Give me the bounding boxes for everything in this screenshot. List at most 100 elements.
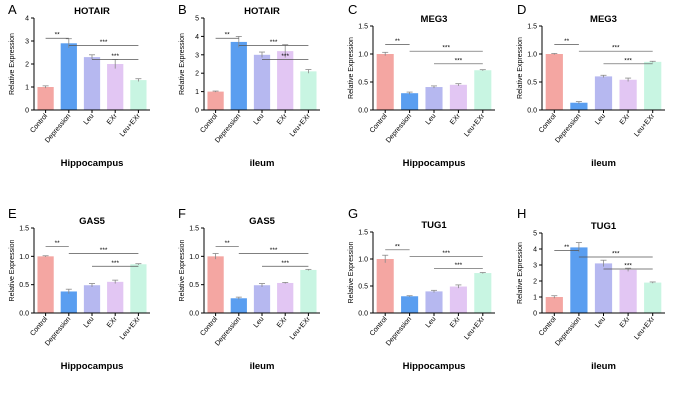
panel-g-sig-label-2: *** bbox=[455, 262, 463, 269]
panel-e-sig-label-0: ** bbox=[55, 240, 61, 247]
panel-d-bar-2 bbox=[594, 76, 613, 110]
panel-d-sig-label-2: *** bbox=[624, 57, 632, 64]
panel-b-sig-label-0: ** bbox=[225, 32, 231, 39]
panel-c-xtick-label-4: Leu+EXr bbox=[463, 112, 486, 138]
panel-e-xlabel: Hippocampus bbox=[61, 361, 124, 372]
panel-e-title: GAS5 bbox=[79, 216, 106, 227]
panel-a-ytick-label-4: 4 bbox=[25, 16, 29, 23]
panel-c-xlabel: Hippocampus bbox=[403, 158, 466, 169]
panel-f-ytick-label-1: 0.5 bbox=[189, 282, 199, 289]
panel-f-bar-1 bbox=[230, 298, 247, 313]
panel-g-title: TUG1 bbox=[421, 220, 447, 231]
panel-b-bar-0 bbox=[207, 91, 224, 110]
panel-f-ylabel: Relative Expression bbox=[179, 239, 186, 301]
panel-a-letter: A bbox=[8, 2, 17, 17]
panel-f-xlabel: ileum bbox=[250, 361, 275, 372]
panel-g-bar-4 bbox=[474, 273, 492, 313]
panel-g-ytick-label-2: 1.0 bbox=[358, 257, 368, 264]
panel-e-bar-4 bbox=[130, 264, 147, 313]
panel-h-title: TUG1 bbox=[591, 221, 617, 232]
panel-g-xtick-label-4: Leu+EXr bbox=[463, 315, 486, 341]
panel-g-xtick-label-2: Leu bbox=[425, 316, 438, 330]
panel-a-bar-4 bbox=[130, 80, 147, 110]
panel-c-xtick-label-0: Control bbox=[369, 112, 389, 134]
panel-g-xtick-label-3: EXr bbox=[449, 315, 462, 329]
panel-f-sig-label-0: ** bbox=[225, 240, 231, 247]
panel-h-bar-1 bbox=[570, 247, 588, 313]
panel-e-letter: E bbox=[8, 206, 17, 221]
panel-f-bar-2 bbox=[253, 285, 271, 313]
panel-d-bar-0 bbox=[545, 54, 563, 110]
panel-d-bar-3 bbox=[619, 79, 637, 110]
panel-g-bar-3 bbox=[449, 286, 467, 313]
panel-d-title: MEG3 bbox=[590, 14, 617, 25]
panel-b-ylabel: Relative Expression bbox=[179, 33, 186, 95]
panel-h-xtick-label-0: Control bbox=[538, 315, 558, 337]
panel-b-ytick-label-5: 5 bbox=[195, 16, 199, 23]
panel-b-ytick-label-3: 3 bbox=[195, 52, 199, 59]
panel-c-bar-3 bbox=[449, 84, 467, 110]
panel-d-xtick-label-0: Control bbox=[538, 112, 558, 134]
panel-c-xtick-label-1: Depression bbox=[385, 113, 413, 145]
panel-c-ytick-label-2: 1.0 bbox=[358, 52, 368, 59]
panel-a-title: HOTAIR bbox=[74, 6, 110, 17]
panel-f-ytick-label-0: 0.0 bbox=[189, 311, 199, 318]
panel-b-ytick-label-4: 4 bbox=[195, 34, 199, 41]
panel-c-letter: C bbox=[348, 2, 357, 17]
panel-b-sig-label-2: *** bbox=[281, 53, 289, 60]
panel-h-ytick-label-4: 4 bbox=[533, 247, 537, 254]
panel-h-xtick-label-1: Depression bbox=[554, 316, 582, 348]
panel-f-title: GAS5 bbox=[249, 216, 276, 227]
panel-e-ytick-label-2: 1.0 bbox=[19, 254, 29, 261]
panel-h-ytick-label-3: 3 bbox=[533, 263, 537, 270]
panel-g-letter: G bbox=[348, 206, 358, 221]
panel-d-xtick-label-2: Leu bbox=[594, 113, 607, 127]
panel-f-xtick-label-2: Leu bbox=[253, 316, 266, 330]
panel-a-bar-0 bbox=[37, 87, 54, 110]
panel-h-xlabel: ileum bbox=[591, 361, 616, 372]
panel-e-xtick-label-3: EXr bbox=[106, 315, 119, 329]
panel-c-ytick-label-3: 1.5 bbox=[358, 24, 368, 31]
panel-e-xtick-label-0: Control bbox=[29, 315, 49, 337]
panel-b-bar-3 bbox=[277, 51, 294, 110]
panel-c-bar-4 bbox=[474, 70, 492, 110]
panel-f-ytick-label-2: 1.0 bbox=[189, 254, 199, 261]
panel-h-bar-2 bbox=[594, 263, 613, 313]
panel-a-xtick-label-2: Leu bbox=[83, 113, 96, 127]
panel-a-ytick-label-0: 0 bbox=[25, 108, 29, 115]
panel-g-sig-label-0: ** bbox=[395, 243, 401, 250]
panel-h-xtick-label-3: EXr bbox=[619, 315, 632, 329]
panel-f-bar-0 bbox=[207, 256, 224, 313]
panel-g-ytick-label-3: 1.5 bbox=[358, 230, 368, 237]
panel-e-bar-2 bbox=[83, 285, 101, 313]
panel-g-xlabel: Hippocampus bbox=[403, 361, 466, 372]
panel-c-ylabel: Relative Expression bbox=[348, 37, 355, 99]
panel-a-sig-label-1: *** bbox=[100, 39, 108, 46]
panel-h-xtick-label-2: Leu bbox=[594, 316, 607, 330]
panel-b-xtick-label-0: Control bbox=[199, 112, 219, 134]
panel-g-ylabel: Relative Expression bbox=[348, 241, 355, 303]
panel-g-ytick-label-1: 0.5 bbox=[358, 284, 368, 291]
panel-e-ytick-label-0: 0.0 bbox=[19, 311, 29, 318]
panel-g-ytick-label-0: 0.0 bbox=[358, 311, 368, 318]
panel-d-ytick-label-1: 0.5 bbox=[527, 80, 537, 87]
panel-d-ytick-label-0: 0.0 bbox=[527, 108, 537, 115]
panel-d-sig-label-0: ** bbox=[564, 38, 570, 45]
panel-a-xlabel: Hippocampus bbox=[61, 158, 124, 169]
panel-c-bar-2 bbox=[425, 87, 443, 110]
panel-c-sig-label-1: *** bbox=[442, 45, 450, 52]
panel-d-bar-4 bbox=[644, 61, 662, 110]
panel-a-ylabel: Relative Expression bbox=[9, 33, 16, 95]
panel-d-letter: D bbox=[517, 2, 526, 17]
panel-a-sig-label-2: *** bbox=[111, 53, 119, 60]
panel-e-sig-label-1: *** bbox=[100, 247, 108, 254]
panel-g-bar-0 bbox=[376, 259, 394, 313]
panel-c-sig-label-0: ** bbox=[395, 38, 401, 45]
panel-h-ytick-label-2: 2 bbox=[533, 279, 537, 286]
panel-g-bar-1 bbox=[401, 296, 419, 313]
panel-d-xtick-label-3: EXr bbox=[619, 112, 632, 126]
panel-b-xtick-label-2: Leu bbox=[253, 113, 266, 127]
panel-e-ytick-label-1: 0.5 bbox=[19, 282, 29, 289]
panel-b-xtick-label-4: Leu+EXr bbox=[289, 112, 312, 138]
